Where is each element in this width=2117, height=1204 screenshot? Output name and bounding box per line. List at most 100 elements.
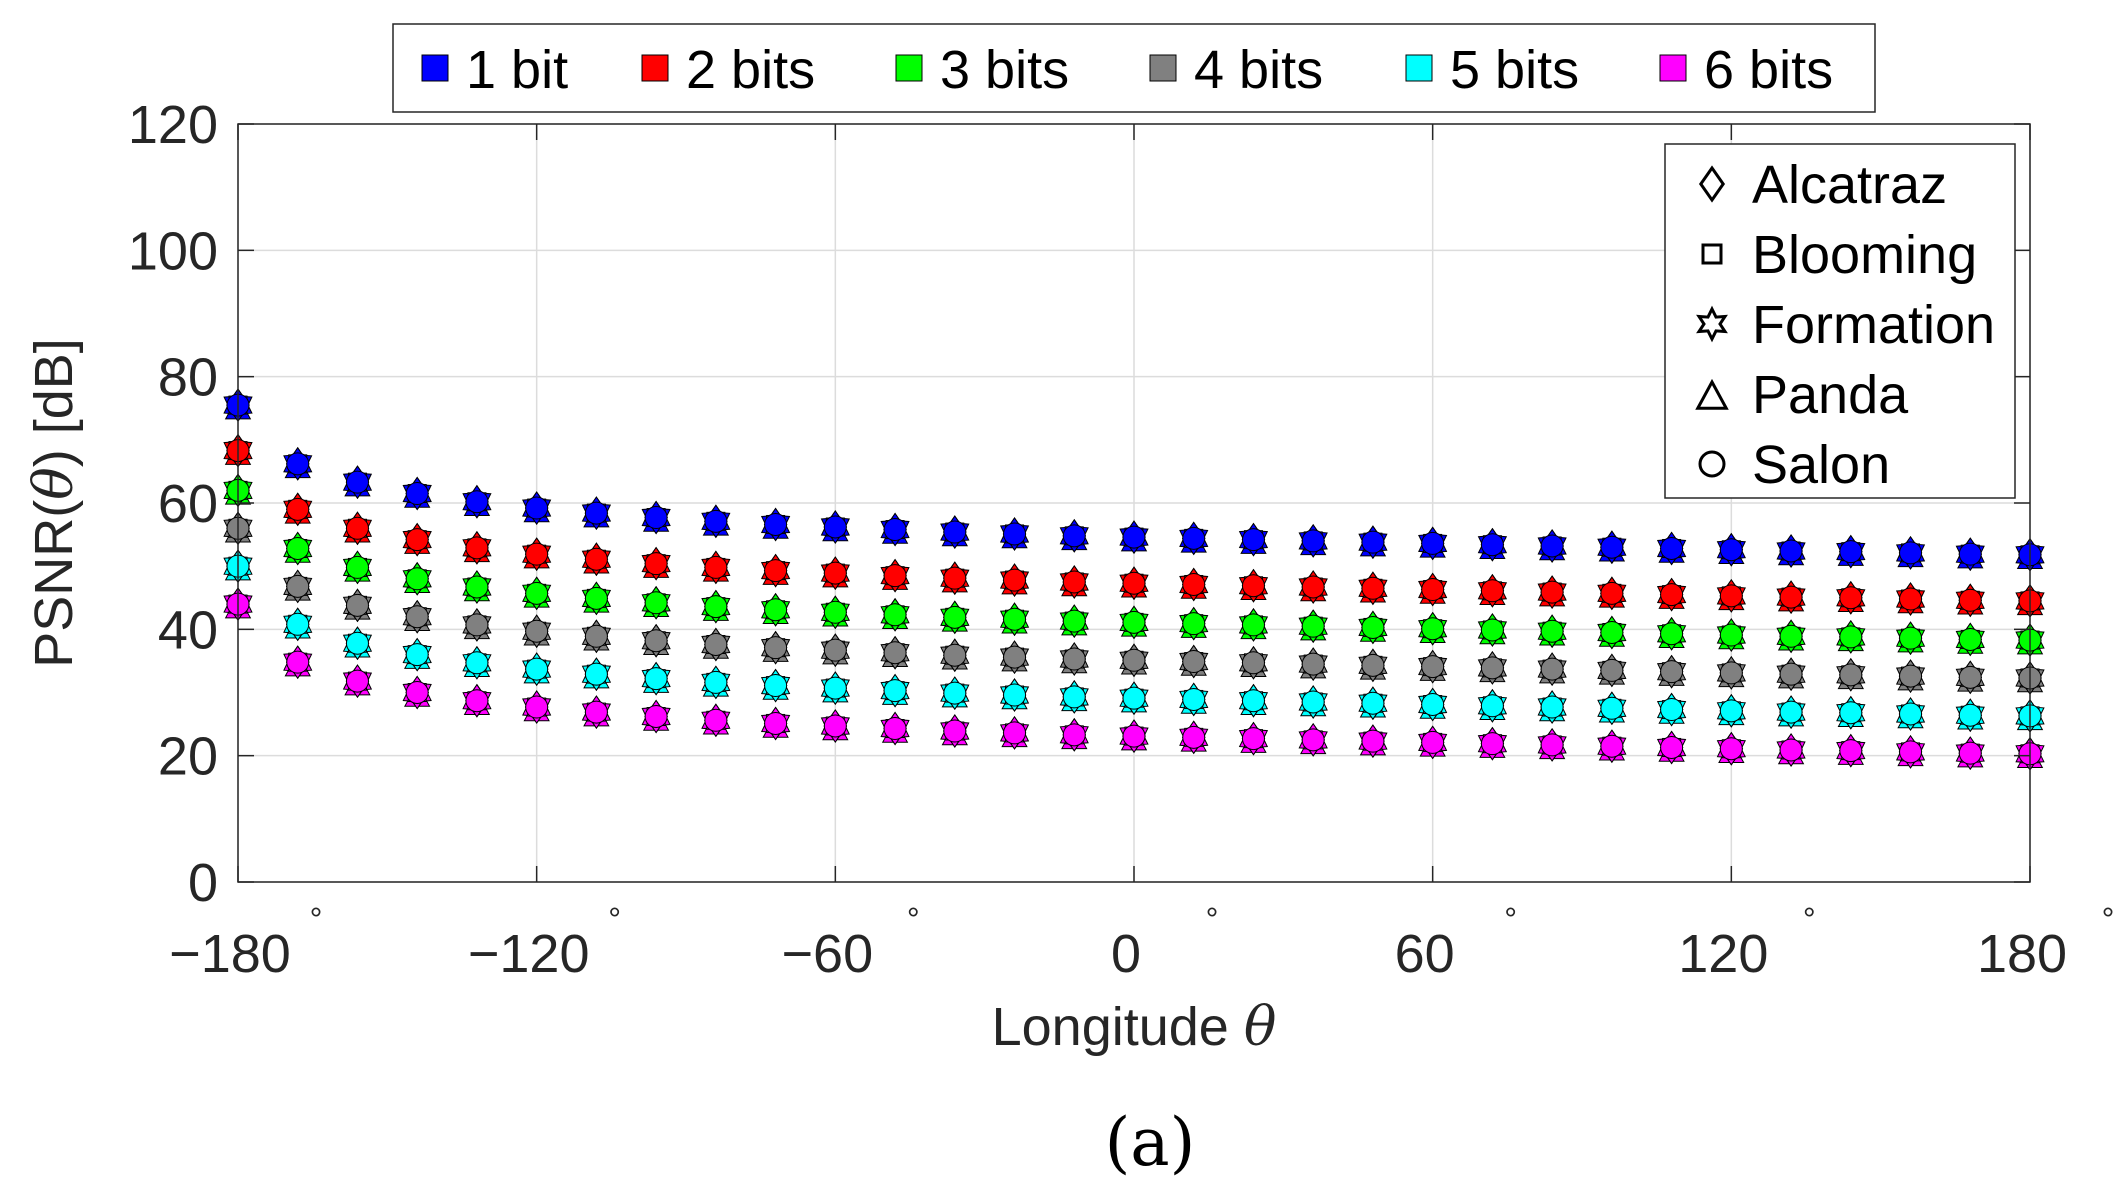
data-point bbox=[1119, 605, 1149, 640]
marker-circle bbox=[465, 536, 489, 560]
color-swatch bbox=[1149, 54, 1177, 82]
data-point bbox=[1776, 580, 1806, 614]
color-legend-entry: 1 bit bbox=[421, 40, 568, 100]
data-point bbox=[820, 671, 850, 705]
marker-circle bbox=[1779, 539, 1803, 563]
color-swatch bbox=[1659, 54, 1687, 82]
marker-circle bbox=[1779, 662, 1803, 686]
marker-circle bbox=[525, 657, 549, 681]
data-point bbox=[581, 581, 612, 616]
data-point bbox=[1418, 725, 1448, 760]
marker-circle bbox=[1421, 617, 1445, 641]
color-legend-label: 4 bits bbox=[1194, 40, 1323, 100]
marker-circle bbox=[1839, 663, 1863, 687]
y-axis-label-suffix: ) [dB] bbox=[24, 338, 84, 467]
marker-circle bbox=[405, 605, 429, 629]
data-point bbox=[522, 614, 552, 649]
color-legend: 1 bit 2 bits 3 bits 4 bits 5 bits 6 bits bbox=[392, 23, 1876, 113]
marker-circle bbox=[644, 506, 668, 530]
data-point bbox=[342, 465, 373, 500]
marker-circle bbox=[1600, 734, 1624, 758]
data-point bbox=[760, 592, 791, 627]
color-legend-entry: 5 bits bbox=[1405, 40, 1579, 100]
y-axis-label-prefix: PSNR( bbox=[24, 500, 84, 668]
data-point bbox=[1716, 532, 1746, 567]
marker-circle bbox=[1480, 618, 1504, 642]
x-tick-degree: ° bbox=[1803, 901, 1816, 937]
color-legend-label: 3 bits bbox=[940, 40, 1069, 100]
data-point bbox=[1836, 695, 1866, 730]
marker-circle bbox=[1540, 534, 1564, 558]
data-point bbox=[1418, 572, 1448, 607]
marker-legend-label: Salon bbox=[1752, 435, 1890, 495]
marker-circle bbox=[1480, 694, 1504, 718]
marker-circle bbox=[1839, 739, 1863, 763]
marker-circle bbox=[584, 501, 608, 525]
data-point bbox=[223, 549, 253, 584]
marker-circle bbox=[345, 669, 369, 693]
marker-circle bbox=[1839, 701, 1863, 725]
marker-circle bbox=[943, 719, 967, 743]
marker-circle bbox=[1899, 740, 1923, 764]
data-point bbox=[1656, 654, 1687, 689]
data-point bbox=[940, 561, 970, 596]
data-point bbox=[283, 492, 313, 527]
data-point bbox=[402, 637, 432, 672]
data-point bbox=[1716, 578, 1746, 613]
marker-circle bbox=[1899, 626, 1923, 650]
marker-circle bbox=[1899, 664, 1923, 688]
marker-circle bbox=[1003, 568, 1027, 592]
color-legend-entry: 3 bits bbox=[895, 40, 1069, 100]
marker-circle bbox=[883, 564, 907, 588]
data-point bbox=[999, 602, 1030, 637]
marker-circle bbox=[286, 650, 310, 674]
marker-circle bbox=[525, 496, 549, 520]
data-point bbox=[1358, 648, 1388, 683]
data-point bbox=[1597, 530, 1627, 565]
marker-circle bbox=[823, 676, 847, 700]
marker-circle bbox=[1719, 699, 1743, 723]
data-point bbox=[940, 714, 970, 748]
color-legend-box bbox=[392, 23, 1876, 113]
data-point bbox=[1955, 622, 1985, 657]
y-tick-label: 20 bbox=[158, 727, 218, 787]
color-legend-entry: 6 bits bbox=[1659, 40, 1833, 100]
marker-circle bbox=[584, 547, 608, 571]
data-point bbox=[1537, 728, 1567, 762]
marker-circle bbox=[465, 689, 489, 713]
marker-circle bbox=[465, 651, 489, 675]
marker-circle bbox=[1062, 723, 1086, 747]
data-point bbox=[940, 638, 970, 673]
data-point bbox=[641, 585, 671, 620]
data-point bbox=[402, 522, 432, 557]
data-point bbox=[1298, 570, 1328, 604]
marker-circle bbox=[1600, 535, 1624, 559]
marker-circle bbox=[1421, 578, 1445, 602]
marker-circle bbox=[883, 603, 907, 627]
marker-circle bbox=[1600, 620, 1624, 644]
data-point bbox=[1537, 575, 1567, 609]
color-legend-label: 6 bits bbox=[1704, 40, 1833, 100]
marker-circle bbox=[1779, 700, 1803, 724]
data-point bbox=[1716, 693, 1746, 728]
data-point bbox=[342, 550, 373, 585]
data-point bbox=[880, 673, 910, 708]
data-point bbox=[1597, 653, 1627, 688]
marker-legend-items: Alcatraz Blooming Formation Panda Salon bbox=[1695, 155, 1995, 495]
marker-circle bbox=[1958, 542, 1982, 566]
marker-circle bbox=[584, 700, 608, 724]
marker-circle bbox=[286, 612, 310, 636]
marker-circle bbox=[1241, 613, 1265, 637]
color-legend-label: 1 bit bbox=[466, 40, 568, 100]
marker-circle bbox=[465, 575, 489, 599]
data-point bbox=[1716, 731, 1746, 766]
marker-legend-entry: Blooming bbox=[1701, 225, 1977, 285]
data-point bbox=[1895, 536, 1926, 570]
data-point bbox=[940, 600, 970, 635]
data-point bbox=[999, 640, 1030, 674]
data-point bbox=[1179, 644, 1209, 679]
y-tick-label: 60 bbox=[158, 474, 218, 534]
data-point bbox=[641, 500, 671, 535]
data-point bbox=[880, 711, 910, 746]
x-tick-label: 60 bbox=[1395, 924, 1455, 984]
